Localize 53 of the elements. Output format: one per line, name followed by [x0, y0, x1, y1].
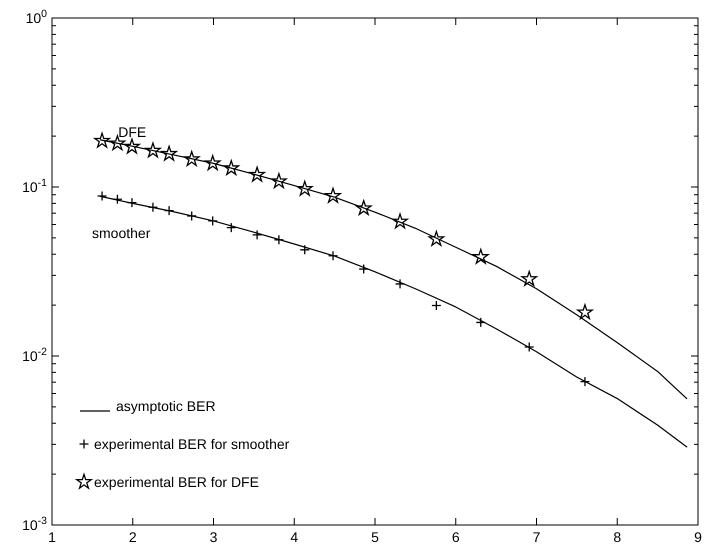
- point: [223, 160, 240, 176]
- point: [356, 200, 372, 216]
- x-tick-label: 9: [694, 529, 702, 545]
- point: [296, 180, 313, 196]
- point: [148, 202, 158, 212]
- point: [392, 213, 408, 228]
- point: [431, 300, 442, 311]
- point: [328, 250, 338, 261]
- x-tick-label: 4: [290, 529, 298, 545]
- point: [274, 234, 284, 245]
- point: [580, 376, 590, 387]
- point: [126, 197, 138, 208]
- legend-label: experimental BER for DFE: [94, 474, 259, 490]
- point: [164, 205, 174, 216]
- point: [124, 138, 140, 154]
- x-tick-label: 7: [532, 529, 541, 545]
- point: [226, 222, 236, 233]
- point: [184, 150, 200, 166]
- annotation: DFE: [118, 124, 146, 140]
- x-tick-label: 6: [452, 529, 460, 545]
- point: [208, 216, 218, 226]
- x-tick-label: 2: [128, 529, 137, 545]
- legend-label: experimental BER for smoother: [94, 436, 290, 452]
- point: [476, 317, 486, 328]
- point: [110, 135, 126, 150]
- point: [358, 264, 369, 274]
- annotation: smoother: [92, 225, 151, 241]
- y-tick-label: 10$^{-2}$: [22, 346, 48, 364]
- legend-label: asymptotic BER: [116, 398, 216, 414]
- x-tick-label: 3: [210, 529, 218, 545]
- y-tick-label: 10$^{-3}$: [22, 515, 48, 533]
- point: [252, 230, 262, 240]
- point: [394, 278, 406, 290]
- point: [521, 270, 538, 286]
- point: [186, 210, 197, 222]
- point: [161, 146, 177, 161]
- point: [204, 155, 221, 170]
- point: [271, 173, 287, 188]
- point: [472, 248, 489, 264]
- point: [249, 166, 265, 182]
- x-tick-label: 5: [371, 529, 380, 545]
- point: [300, 244, 310, 255]
- point: [112, 194, 123, 204]
- x-tick-label: 8: [613, 529, 622, 545]
- point: [577, 304, 593, 320]
- x-tick-label: 1: [48, 529, 56, 545]
- y-tick-label: 10$^{0}$: [26, 8, 48, 26]
- point: [145, 142, 161, 158]
- y-tick-label: 10$^{-1}$: [22, 177, 48, 195]
- point: [94, 132, 110, 148]
- point: [524, 342, 534, 352]
- point: [325, 188, 341, 203]
- point: [428, 230, 444, 246]
